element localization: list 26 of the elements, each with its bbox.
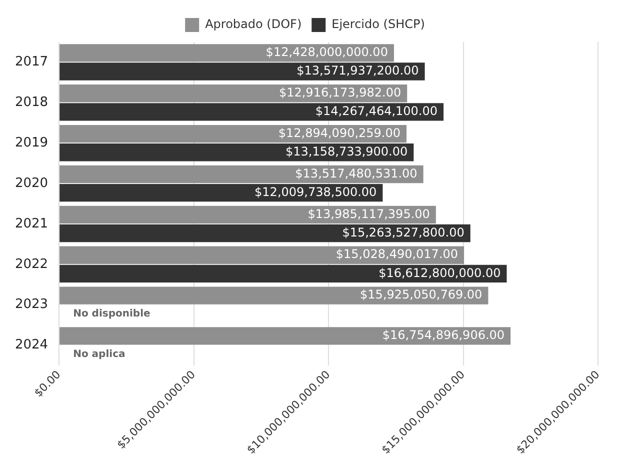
y-tick-label: 2020 (14, 176, 48, 191)
data-label: $15,028,490,017.00 (336, 247, 458, 262)
y-tick-label: 2023 (14, 297, 48, 312)
data-label: $12,916,173,982.00 (278, 85, 402, 100)
data-label: $14,267,464,100.00 (315, 104, 438, 118)
data-label: $13,985,117,395.00 (308, 206, 430, 221)
legend-label: Ejercido (SHCP) (332, 17, 425, 32)
y-tick-label: 2017 (14, 54, 48, 70)
data-label: $13,517,480,531.00 (295, 166, 418, 180)
text: No disponible (73, 308, 150, 320)
data-label: $12,009,738,500.00 (254, 184, 377, 199)
data-label: $15,925,050,769.00 (360, 288, 482, 302)
y-tick-label: 2021 (14, 216, 48, 232)
data-label: $16,754,896,906.00 (382, 328, 505, 342)
y-tick-label: 2018 (14, 95, 48, 110)
y-tick-label: 2022 (14, 256, 48, 272)
data-label: $15,263,527,800.00 (342, 225, 464, 240)
legend-label: Aprobado (DOF) (205, 17, 302, 32)
data-label: $12,894,090,259.00 (278, 126, 401, 140)
y-tick-label: 2019 (14, 135, 48, 150)
data-label: $13,571,937,200.00 (296, 64, 419, 78)
data-label: $16,612,800,000.00 (378, 266, 501, 280)
data-label: $12,428,000,000.00 (266, 45, 388, 60)
y-tick-label: 2024 (14, 338, 48, 353)
text: No aplica (73, 349, 126, 360)
data-label: $13,158,733,900.00 (286, 144, 408, 159)
